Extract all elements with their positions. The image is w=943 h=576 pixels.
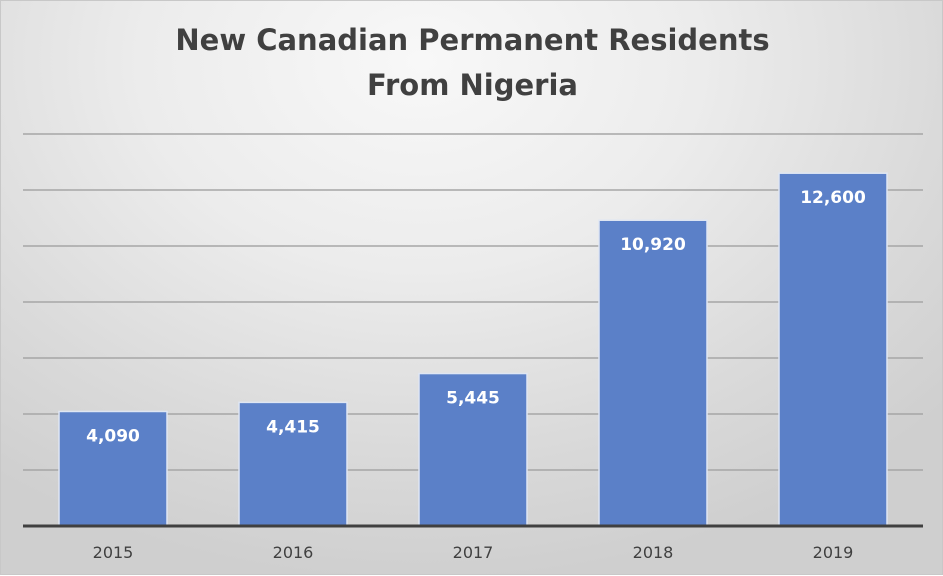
bar-2016 <box>238 401 348 527</box>
chart-title-line-1: New Canadian Permanent Residents <box>175 23 770 57</box>
x-tick-label-2017: 2017 <box>453 543 494 562</box>
data-label-2017: 5,445 <box>446 389 500 409</box>
x-tick-label-2015: 2015 <box>93 543 134 562</box>
data-label-2018: 10,920 <box>620 235 686 255</box>
bar-2019 <box>778 172 888 527</box>
x-tick-label-2016: 2016 <box>273 543 314 562</box>
chart-title-line-2: From Nigeria <box>367 68 578 102</box>
bar-2018 <box>598 219 708 527</box>
x-tick-label-2018: 2018 <box>633 543 674 562</box>
data-label-2019: 12,600 <box>800 188 866 208</box>
x-tick-label-2019: 2019 <box>813 543 854 562</box>
data-label-2016: 4,415 <box>266 417 320 437</box>
bar-2015 <box>58 410 168 527</box>
data-label-2015: 4,090 <box>86 426 140 446</box>
bar-2017 <box>418 372 528 527</box>
